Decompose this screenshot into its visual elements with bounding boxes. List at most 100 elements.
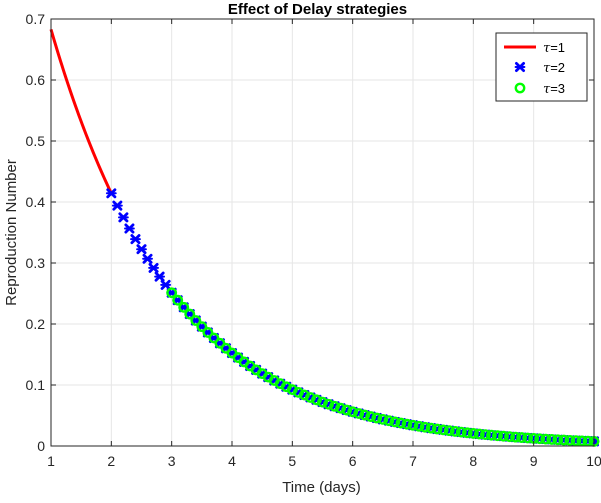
x-tick-label: 6	[349, 453, 357, 469]
y-tick-label: 0.1	[26, 377, 46, 393]
data-point-tau3	[504, 431, 515, 443]
data-point-tau3	[546, 434, 558, 445]
data-point-tau3	[431, 423, 443, 435]
data-point-tau2	[160, 279, 172, 290]
data-point-tau3	[540, 433, 552, 445]
data-point-tau3	[479, 429, 491, 441]
data-point-tau3	[335, 402, 346, 414]
y-tick-label: 0.5	[26, 133, 46, 149]
data-point-tau3	[202, 327, 214, 338]
data-point-tau3	[558, 434, 570, 446]
data-point-tau3	[437, 424, 449, 436]
data-point-tau3	[298, 389, 310, 401]
y-tick-label: 0.7	[26, 11, 46, 27]
chart-title: Effect of Delay strategies	[228, 1, 407, 18]
data-point-tau3	[383, 415, 395, 427]
y-tick-label: 0.3	[26, 255, 46, 271]
data-point-tau2	[154, 271, 165, 282]
y-tick-label: 0.2	[26, 316, 46, 332]
x-tick-label: 1	[47, 453, 55, 469]
x-tick-label: 7	[409, 453, 417, 469]
x-tick-label: 4	[228, 453, 236, 469]
data-point-tau3	[172, 294, 184, 306]
legend-tau-value: =1	[550, 40, 565, 55]
data-point-tau3	[510, 431, 521, 443]
data-point-tau2	[148, 262, 159, 273]
data-point-tau3	[329, 400, 340, 412]
data-point-tau3	[564, 434, 576, 446]
legend-tau-symbol: τ	[543, 82, 551, 97]
series-tau3-markers	[166, 287, 600, 447]
legend-box	[495, 32, 588, 102]
data-point-tau3	[522, 432, 534, 444]
data-point-tau3	[473, 428, 485, 440]
data-point-tau3	[516, 432, 527, 443]
data-point-tau3	[486, 429, 497, 441]
x-tick-label: 5	[288, 453, 296, 469]
data-point-tau3	[413, 420, 425, 432]
y-tick-label: 0.6	[26, 72, 46, 88]
legend: τ=1τ=2τ=3	[495, 32, 588, 102]
y-tick-label: 0.4	[26, 194, 46, 210]
data-point-tau3	[570, 435, 582, 447]
x-tick-label: 10	[586, 453, 601, 469]
legend-tau-symbol: τ	[543, 41, 551, 56]
x-tick-label: 2	[107, 453, 115, 469]
data-point-tau3	[347, 406, 359, 418]
series-tau1-line	[49, 28, 113, 194]
data-point-tau3	[498, 430, 509, 442]
legend-swatch-tau3	[514, 82, 526, 94]
data-point-tau3	[449, 425, 461, 437]
data-point-tau3	[443, 425, 455, 437]
legend-label-tau1: τ=1	[543, 40, 565, 56]
x-tick-label: 8	[469, 453, 477, 469]
data-point-tau3	[341, 404, 353, 416]
data-point-tau3	[317, 396, 328, 408]
data-point-tau3	[371, 412, 383, 424]
data-point-tau3	[305, 392, 316, 403]
data-point-tau2	[124, 223, 135, 234]
data-point-tau2	[130, 234, 141, 245]
data-point-tau3	[353, 408, 365, 419]
data-point-tau3	[178, 301, 190, 313]
data-point-tau2	[136, 244, 147, 255]
data-point-tau3	[425, 422, 437, 434]
data-point-tau3	[184, 308, 196, 320]
legend-tau-value: =2	[550, 60, 565, 75]
data-point-tau3	[552, 434, 564, 446]
data-point-tau3	[582, 435, 594, 447]
data-point-tau3	[359, 409, 371, 421]
data-point-tau3	[166, 287, 178, 299]
x-tick-label: 3	[168, 453, 176, 469]
data-point-tau2	[142, 253, 153, 264]
axis-ticks: 1 2 3 4 5 6 7 8 9 10 0 0.1 0.2 0.3 0.4 0.5 0.6 0.7	[26, 11, 601, 469]
data-point-tau3	[208, 332, 220, 344]
data-point-tau2	[105, 188, 117, 199]
data-point-tau3	[190, 315, 202, 326]
data-point-tau3	[419, 421, 431, 433]
x-tick-label: 9	[530, 453, 538, 469]
data-point-tau3	[311, 394, 322, 406]
data-point-tau3	[389, 416, 401, 428]
data-point-tau2	[118, 212, 129, 223]
data-point-tau3	[492, 430, 503, 442]
data-point-tau3	[534, 433, 546, 445]
x-axis-label: Time (days)	[282, 479, 361, 496]
legend-tau-symbol: τ	[543, 61, 551, 76]
legend-tau-value: =3	[550, 81, 565, 96]
y-axis-label: Reproduction Number	[3, 159, 20, 306]
data-point-tau3	[576, 435, 588, 447]
legend-label-tau2: τ=2	[543, 60, 565, 76]
data-point-tau3	[407, 419, 419, 431]
series-layer	[49, 28, 600, 447]
data-point-tau3	[377, 413, 389, 425]
legend-swatch-tau2	[514, 62, 526, 72]
y-tick-label: 0	[37, 438, 45, 454]
data-point-tau3	[455, 426, 467, 438]
data-point-tau2	[111, 200, 123, 211]
data-point-tau3	[461, 427, 473, 439]
legend-label-tau3: τ=3	[543, 81, 565, 97]
data-point-tau3	[196, 321, 208, 333]
